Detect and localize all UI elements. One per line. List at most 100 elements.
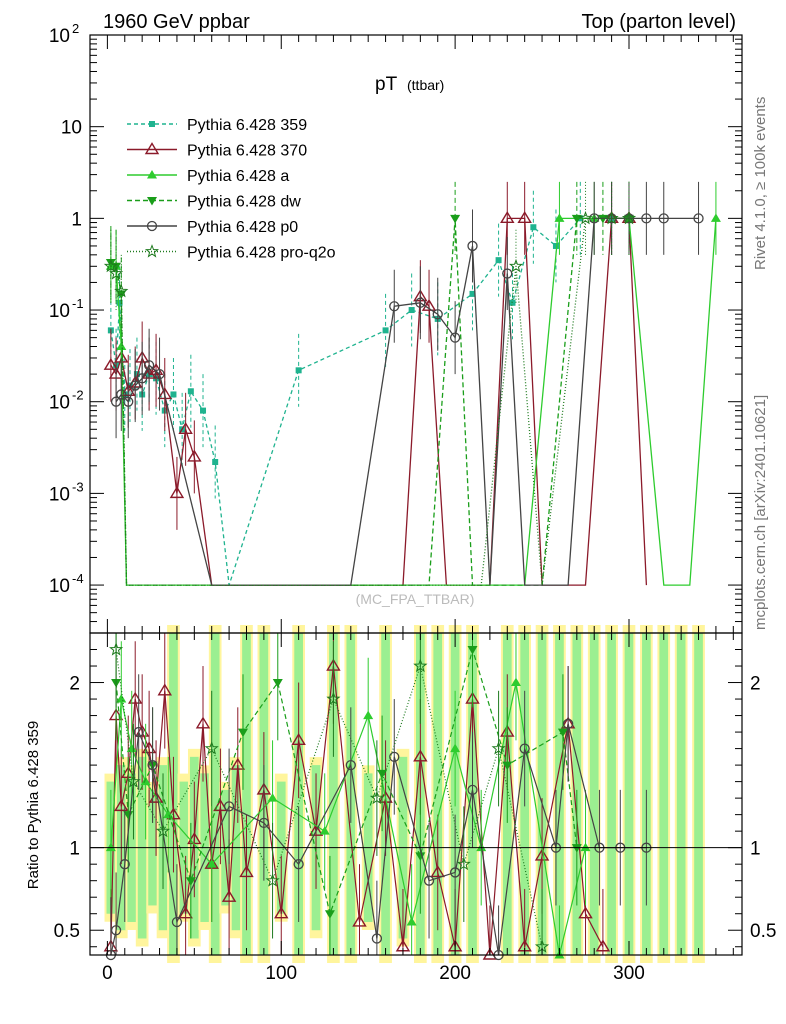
- data-point: [187, 449, 202, 462]
- data-point: [291, 732, 306, 746]
- data-point: [155, 823, 171, 838]
- data-point: [413, 749, 428, 762]
- data-point: [571, 214, 582, 224]
- data-point: [295, 367, 302, 374]
- data-point: [502, 268, 513, 279]
- data-point: [223, 801, 235, 812]
- y-tick-label: 10: [49, 26, 70, 47]
- data-point: [274, 906, 289, 919]
- data-point: [293, 859, 304, 870]
- data-point: [239, 865, 254, 878]
- data-point: [126, 743, 137, 753]
- data-point: [371, 933, 383, 944]
- ratio-y-tick-label: 0.5: [750, 921, 776, 942]
- y-tick-label: 10: [49, 484, 70, 505]
- ratio-band-inner: [694, 633, 703, 955]
- data-point: [710, 213, 721, 222]
- data-point: [116, 341, 127, 351]
- ratio-line: [115, 649, 543, 947]
- data-point: [200, 407, 207, 414]
- data-point: [137, 373, 148, 384]
- y-tick-label: 10: [49, 301, 70, 322]
- data-point: [221, 889, 237, 902]
- data-point: [267, 793, 278, 802]
- data-point: [456, 856, 471, 871]
- ratio-y-tick-label: 1: [69, 839, 80, 860]
- data-point: [363, 710, 374, 720]
- data-point: [213, 799, 228, 812]
- data-point: [103, 258, 118, 273]
- data-point: [116, 389, 127, 400]
- header-left: 1960 GeV ppbar: [103, 11, 250, 33]
- data-point: [449, 867, 461, 878]
- y-tick-exponent: -3: [72, 479, 84, 494]
- ratio-band-inner: [676, 633, 686, 955]
- ratio-band-inner: [242, 633, 251, 955]
- series-line: [110, 217, 648, 586]
- data-point: [147, 170, 157, 179]
- data-point: [121, 391, 128, 398]
- data-point: [467, 240, 478, 252]
- y-tick-label: 10: [61, 118, 82, 139]
- data-point: [467, 646, 478, 655]
- data-point: [110, 925, 122, 936]
- legend-label: Pythia 6.428 359: [187, 117, 307, 134]
- y-tick-exponent: -2: [72, 388, 84, 403]
- data-point: [517, 210, 532, 224]
- data-point: [421, 298, 437, 311]
- data-point: [413, 658, 428, 673]
- legend-label: Pythia 6.428 dw: [187, 194, 301, 211]
- data-point: [415, 852, 426, 861]
- data-point: [389, 301, 400, 312]
- data-point: [154, 368, 165, 380]
- data-point: [265, 873, 280, 887]
- data-point: [157, 387, 172, 400]
- series-5: [103, 181, 637, 586]
- ratio-series-4: [109, 633, 550, 955]
- data-point: [693, 213, 704, 224]
- ratio-y-tick-label: 2: [750, 674, 761, 695]
- legend-entry: Pythia 6.428 370: [127, 142, 307, 160]
- legend-entry: Pythia 6.428 pro-q2o: [127, 244, 336, 262]
- data-point: [491, 741, 506, 755]
- legend-label: Pythia 6.428 370: [187, 143, 307, 160]
- data-point: [178, 421, 193, 435]
- data-point: [206, 859, 217, 868]
- series-line: [110, 217, 629, 586]
- chart-title: pT: [375, 74, 398, 95]
- series-line: [110, 217, 629, 586]
- data-point: [641, 213, 652, 224]
- data-point: [308, 823, 324, 836]
- ratio-band-inner: [555, 633, 564, 955]
- rivet-label: Rivet 4.1.0, ≥ 100k events: [752, 97, 769, 270]
- ratio-frame: [89, 632, 743, 956]
- legend-label: Pythia 6.428 p0: [187, 219, 298, 236]
- data-point: [377, 769, 388, 779]
- y-tick-label: 10: [49, 393, 70, 414]
- data-point: [554, 213, 565, 222]
- data-point: [623, 213, 635, 224]
- data-point: [389, 751, 400, 762]
- data-point: [212, 458, 219, 465]
- data-point: [126, 774, 141, 788]
- x-tick-label: 300: [613, 963, 645, 984]
- x-tick-label: 200: [439, 963, 471, 984]
- y-tick-exponent: 2: [72, 21, 79, 36]
- watermark-label: (MC_FPA_TTBAR): [356, 591, 475, 607]
- data-point: [230, 757, 246, 770]
- plot-layer: [103, 181, 721, 961]
- series-1: [103, 181, 648, 586]
- data-point: [495, 257, 502, 264]
- data-point: [116, 694, 127, 703]
- data-point: [195, 716, 211, 729]
- data-point: [597, 214, 608, 224]
- data-point: [110, 396, 122, 407]
- legend-entry: Pythia 6.428 dw: [127, 194, 301, 211]
- data-point: [326, 691, 341, 706]
- data-point: [502, 761, 513, 771]
- mcplots-label: mcplots.cern.ch [arXiv:2401.10621]: [752, 395, 769, 630]
- data-point: [450, 743, 461, 753]
- ratio-y-tick-label: 0.5: [54, 921, 80, 942]
